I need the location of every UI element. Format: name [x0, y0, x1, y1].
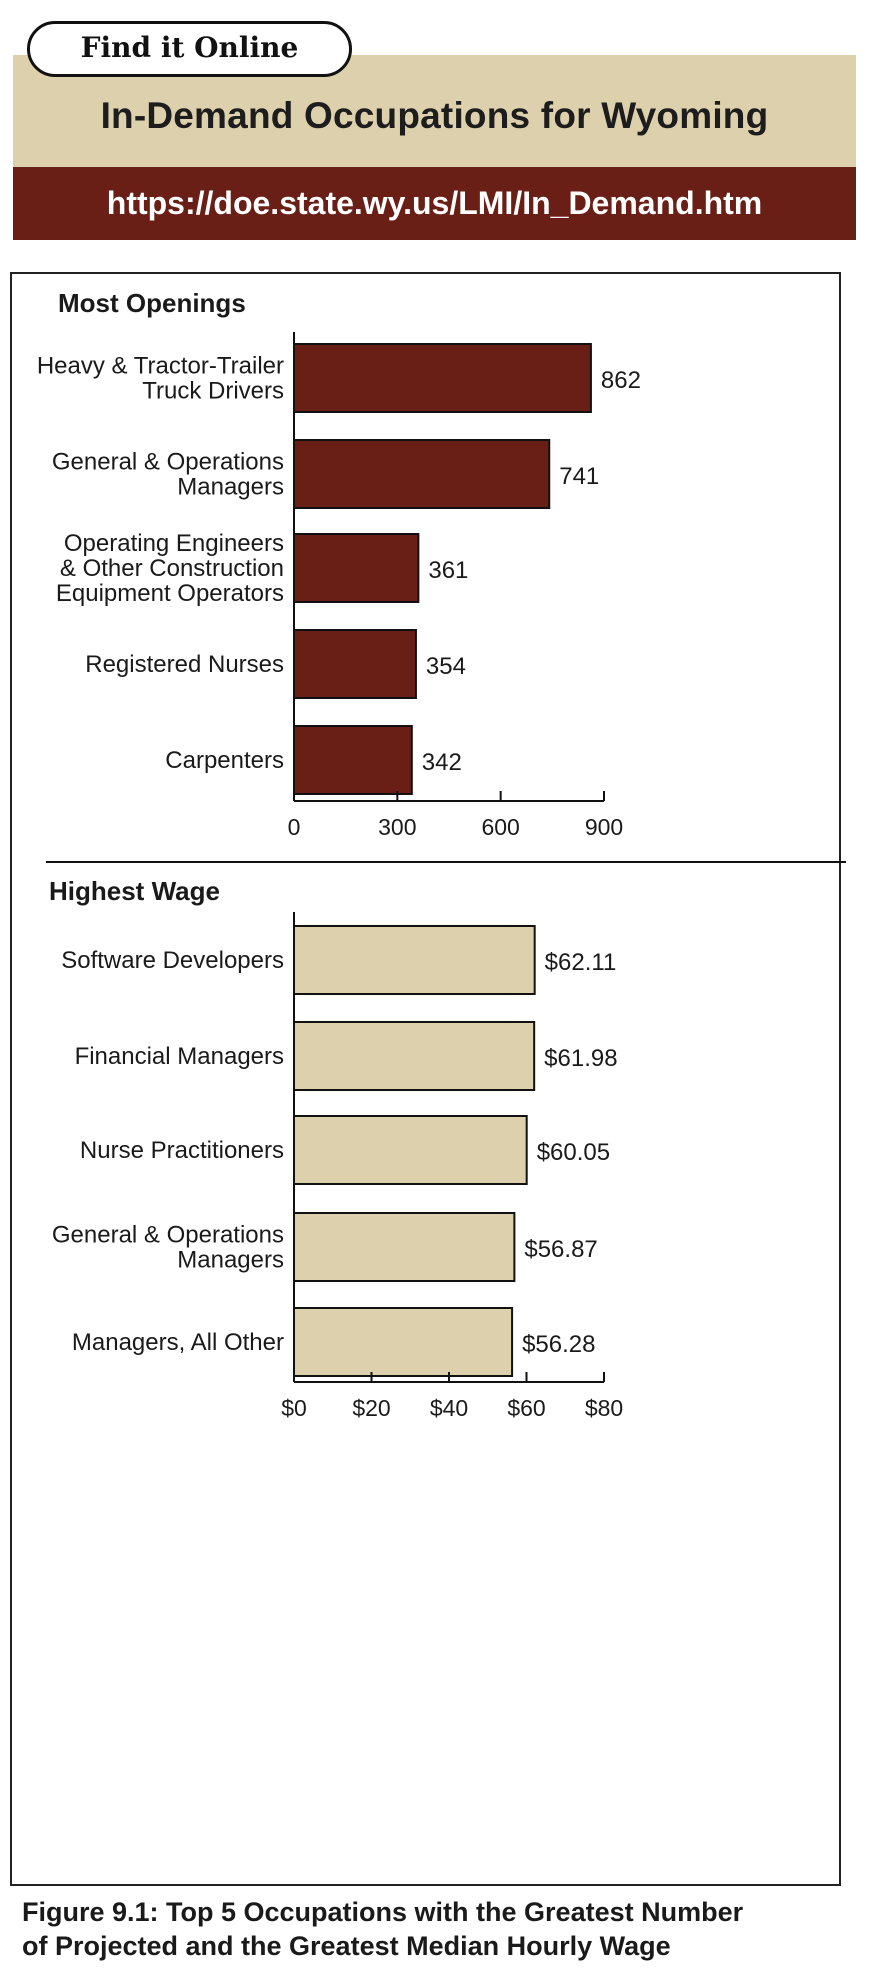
category-label: Truck Drivers [142, 378, 284, 405]
value-label: $56.87 [524, 1236, 597, 1263]
category-label: Registered Nurses [85, 651, 284, 678]
section-divider [46, 861, 846, 863]
value-label: 361 [428, 557, 468, 584]
value-label: $62.11 [545, 949, 617, 976]
bar [293, 439, 551, 509]
value-label: $61.98 [544, 1045, 617, 1072]
value-label: 354 [426, 653, 466, 680]
x-tick-label: $20 [352, 1395, 390, 1421]
wage-chart: $62.11 Software Developers $61.98 Financial… [52, 912, 623, 1421]
category-label: Equipment Operators [56, 580, 284, 607]
category-label: Managers [177, 474, 284, 501]
value-label: 342 [422, 749, 462, 776]
bar [293, 629, 417, 699]
caption-line-2: of Projected and the Greatest Median Hou… [22, 1931, 671, 1961]
category-label: General & Operations [52, 1222, 284, 1249]
bar [293, 1307, 514, 1377]
value-label: $60.05 [537, 1139, 610, 1166]
category-label: & Other Construction [60, 555, 284, 582]
bar [293, 1212, 516, 1282]
category-label: Software Developers [61, 947, 284, 974]
x-tick-label: $0 [281, 1395, 307, 1421]
find-it-online-header: In-Demand Occupations for Wyoming https:… [13, 55, 856, 240]
wage-section-title: Highest Wage [49, 876, 220, 906]
category-label: Nurse Practitioners [80, 1137, 284, 1164]
x-tick-label: 900 [585, 814, 623, 840]
value-label: $56.28 [522, 1331, 595, 1358]
figure-caption: Figure 9.1: Top 5 Occupations with the G… [22, 1895, 862, 1963]
title-band: In-Demand Occupations for Wyoming [13, 55, 856, 167]
category-label: General & Operations [52, 449, 284, 476]
url-band: https://doe.state.wy.us/LMI/In_Demand.ht… [13, 167, 856, 240]
bar [293, 1115, 528, 1185]
x-tick-label: 300 [378, 814, 416, 840]
x-tick-label: 0 [288, 814, 301, 840]
find-it-online-badge: Find it Online [27, 21, 352, 77]
bar [293, 725, 413, 795]
page-title: In-Demand Occupations for Wyoming [100, 95, 769, 136]
bar [293, 925, 536, 995]
x-tick-label: 600 [481, 814, 519, 840]
bar [293, 1021, 536, 1091]
x-tick-label: $60 [507, 1395, 545, 1421]
category-label: Heavy & Tractor-Trailer [37, 353, 284, 380]
caption-line-1: Figure 9.1: Top 5 Occupations with the G… [22, 1897, 744, 1927]
category-label: Managers [177, 1247, 284, 1274]
bar [293, 343, 592, 413]
value-label: 862 [601, 367, 641, 394]
value-label: 741 [559, 463, 599, 490]
x-tick-label: $40 [430, 1395, 468, 1421]
category-label: Carpenters [165, 747, 284, 774]
chart-panel: Most Openings 862 Heavy & Tractor-Trailer… [10, 272, 846, 1886]
category-label: Financial Managers [75, 1043, 284, 1070]
url-link[interactable]: https://doe.state.wy.us/LMI/In_Demand.ht… [106, 185, 763, 221]
category-label: Operating Engineers [64, 530, 284, 557]
category-label: Managers, All Other [72, 1329, 284, 1356]
x-tick-label: $80 [585, 1395, 623, 1421]
openings-section-title: Most Openings [58, 288, 246, 318]
